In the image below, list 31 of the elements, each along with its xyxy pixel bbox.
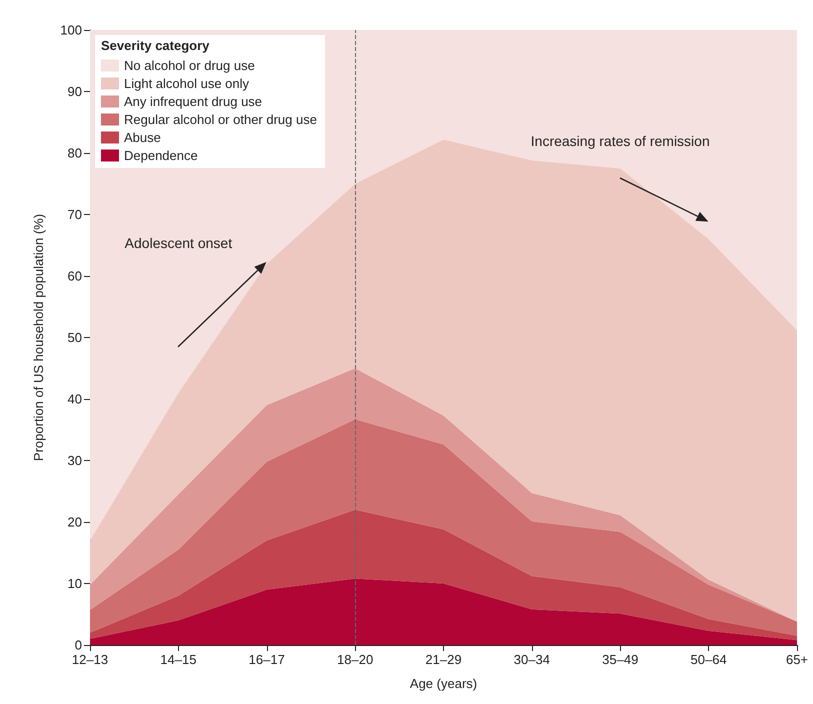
legend-label: Regular alcohol or other drug use (124, 112, 317, 127)
y-axis-title: Proportion of US household population (%) (31, 214, 46, 462)
y-tick-label: 0 (74, 638, 82, 652)
y-tick-label: 10 (68, 576, 82, 591)
x-tick-label: 65+ (786, 652, 808, 667)
legend-label: Abuse (124, 130, 161, 145)
y-tick-label: 70 (68, 207, 82, 222)
legend-label: Light alcohol use only (124, 76, 250, 91)
legend-label: Any infrequent drug use (124, 94, 262, 109)
legend-label: Dependence (124, 148, 198, 163)
y-tick-label: 90 (68, 84, 82, 99)
y-tick-label: 30 (68, 453, 82, 468)
y-tick-label: 100 (60, 22, 82, 38)
y-tick-label: 20 (68, 514, 82, 530)
y-tick-label: 80 (68, 146, 82, 160)
legend-label: No alcohol or drug use (124, 58, 255, 73)
x-tick-label: 50–64 (690, 652, 727, 667)
y-tick-label: 50 (68, 330, 82, 345)
x-tick-label: 12–13 (72, 652, 108, 667)
y-tick-label: 60 (68, 268, 82, 284)
x-tick-label: 14–15 (160, 652, 196, 667)
y-tick-label: 40 (68, 392, 82, 406)
legend-title: Severity category (101, 38, 210, 53)
x-tick-label: 21–29 (425, 652, 462, 667)
x-tick-label: 30–34 (514, 652, 550, 667)
x-tick-label: 16–17 (248, 652, 285, 667)
annotation: Increasing rates of remission (530, 132, 710, 149)
x-tick-label: 35–49 (602, 652, 638, 667)
annotation: Adolescent onset (124, 234, 232, 251)
x-tick-label: 18–20 (337, 652, 374, 667)
x-axis-title: Age (years) (410, 676, 478, 691)
